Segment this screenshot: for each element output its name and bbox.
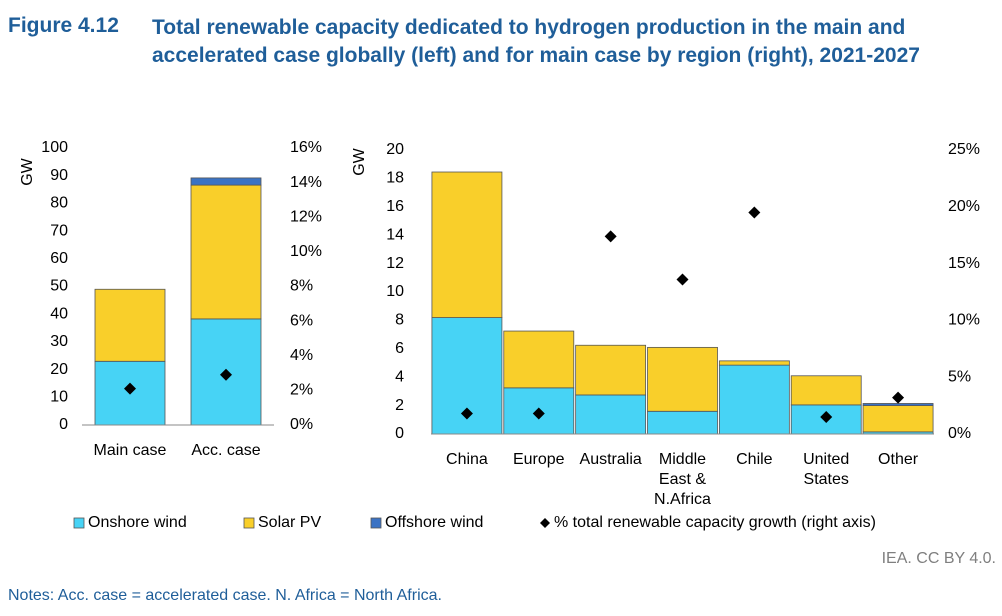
y2-tick-label: 14%	[290, 174, 322, 191]
x-tick-label: Australia	[579, 451, 642, 468]
y-tick-label: 70	[50, 222, 68, 239]
bar	[862, 403, 934, 407]
y2-tick-label: 10%	[948, 312, 980, 329]
x-tick-label: Europe	[512, 451, 565, 468]
legend-label: Solar PV	[258, 514, 321, 531]
legend-label: Offshore wind	[385, 514, 483, 531]
x-tick-label: Main case	[93, 442, 167, 459]
legend-label: Onshore wind	[88, 514, 187, 531]
y-tick-label: 16	[386, 198, 404, 215]
x-tick-label: Acc. case	[191, 442, 261, 459]
bar	[718, 364, 790, 435]
y-tick-label: 30	[50, 333, 68, 350]
legend-swatch	[73, 517, 85, 529]
bar	[190, 184, 262, 320]
y2-tick-label: 20%	[948, 198, 980, 215]
x-tick-label: China	[446, 451, 488, 468]
bar	[503, 330, 575, 389]
bar	[790, 375, 862, 406]
y2-tick-label: 16%	[290, 139, 322, 156]
marker	[604, 230, 617, 243]
y2-tick-label: 0%	[290, 416, 313, 433]
y-tick-label: 90	[50, 167, 68, 184]
y-tick-label: 0	[395, 425, 404, 442]
y-tick-label: 10	[50, 389, 68, 406]
y2-tick-label: 6%	[290, 312, 313, 329]
y2-tick-label: 25%	[948, 141, 980, 158]
legend-label: % total renewable capacity growth (right…	[554, 514, 876, 531]
y-tick-label: 2	[395, 397, 404, 414]
chart-title: Total renewable capacity dedicated to hy…	[152, 16, 920, 67]
y2-tick-label: 15%	[948, 255, 980, 272]
legend-swatch	[370, 517, 382, 529]
y-tick-label: 10	[386, 283, 404, 300]
bar	[862, 405, 934, 433]
bar	[647, 346, 718, 412]
bar	[647, 410, 718, 435]
y-axis-label: GW	[351, 147, 368, 175]
bar	[718, 360, 790, 366]
marker	[460, 407, 473, 420]
y2-tick-label: 4%	[290, 347, 313, 364]
marker	[676, 273, 689, 286]
marker	[124, 382, 136, 395]
y-tick-label: 100	[41, 139, 68, 156]
y-tick-label: 8	[395, 312, 404, 329]
marker	[532, 407, 545, 420]
marker	[820, 410, 833, 423]
y-tick-label: 80	[50, 195, 68, 212]
bar	[190, 177, 262, 186]
y-tick-label: 4	[395, 368, 404, 385]
x-tick-label: United States	[803, 451, 850, 488]
bar	[94, 288, 166, 362]
source: IEA. CC BY 4.0.	[881, 550, 996, 567]
y-tick-label: 40	[50, 305, 68, 322]
x-tick-label: Middle East & N.Africa	[654, 451, 711, 508]
y-tick-label: 60	[50, 250, 68, 267]
y-tick-label: 50	[50, 278, 68, 295]
x-tick-label: Chile	[736, 451, 773, 468]
marker	[748, 206, 761, 219]
notes: Notes: Acc. case = accelerated case. N. …	[8, 587, 442, 604]
bar	[431, 171, 503, 318]
y-tick-label: 20	[386, 141, 404, 158]
y-tick-label: 6	[395, 340, 404, 357]
bar	[575, 344, 647, 396]
y-tick-label: 20	[50, 361, 68, 378]
y2-tick-label: 8%	[290, 278, 313, 295]
y-tick-label: 0	[59, 416, 68, 433]
legend-marker	[540, 518, 550, 528]
y-tick-label: 12	[386, 255, 404, 272]
y2-tick-label: 2%	[290, 382, 313, 399]
marker	[892, 391, 905, 404]
marker	[220, 368, 232, 381]
y-tick-label: 14	[386, 226, 404, 243]
figure-label: Figure 4.12	[8, 14, 119, 37]
y2-tick-label: 12%	[290, 208, 322, 225]
y2-tick-label: 5%	[948, 368, 971, 385]
bar	[575, 394, 647, 435]
y-axis-label: GW	[19, 157, 36, 185]
y2-tick-label: 0%	[948, 425, 971, 442]
y2-tick-label: 10%	[290, 243, 322, 260]
legend-swatch	[243, 517, 255, 529]
y-tick-label: 18	[386, 170, 404, 187]
x-tick-label: Other	[878, 451, 919, 468]
